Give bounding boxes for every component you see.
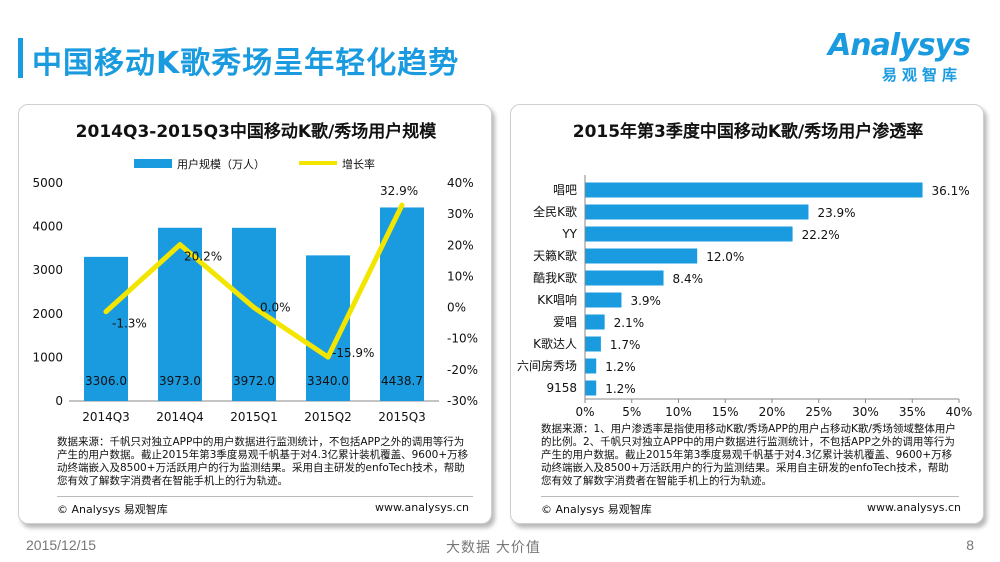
x-tick-label: 15%: [712, 405, 739, 419]
legend-swatch-bar: [134, 159, 172, 168]
website-url: www.analysys.cn: [375, 501, 469, 514]
x-tick-label: 2015Q1: [230, 410, 278, 424]
x-tick-label: 40%: [946, 405, 973, 419]
y2-tick-label: 10%: [447, 269, 474, 283]
category-label: YY: [561, 227, 577, 241]
penetration-bar: [585, 270, 664, 286]
growth-point: [325, 354, 331, 360]
y-tick-label: 0: [55, 394, 63, 408]
category-label: 全民K歌: [533, 204, 577, 219]
data-source-note: 数据来源：千帆只对独立APP中的用户数据进行监测统计，不包括APP之外的调用等行…: [57, 436, 469, 487]
y-tick-label: 3000: [32, 263, 63, 277]
x-tick-label: 2015Q2: [304, 410, 352, 424]
bar-value-label: 36.1%: [932, 184, 970, 198]
page-number: 8: [966, 537, 974, 553]
category-label: 酷我K歌: [533, 270, 577, 285]
penetration-bar: [585, 358, 597, 374]
penetration-bar: [585, 380, 597, 396]
y-tick-label: 4000: [32, 220, 63, 234]
y-tick-label: 2000: [32, 307, 63, 321]
category-label: K歌达人: [533, 336, 577, 351]
bar-value-label: 3973.0: [159, 374, 201, 388]
y2-tick-label: -10%: [447, 332, 478, 346]
bar-value-label: 22.2%: [802, 228, 840, 242]
growth-point: [177, 242, 183, 248]
bar-value-label: 23.9%: [817, 206, 855, 220]
x-tick-label: 35%: [899, 405, 926, 419]
category-label: 唱吧: [553, 183, 577, 197]
footer-date: 2015/12/15: [26, 537, 97, 553]
bar-value-label: 1.2%: [605, 360, 636, 374]
y2-tick-label: -30%: [447, 394, 478, 408]
y2-tick-label: 30%: [447, 207, 474, 221]
legend-label-line: 增长率: [342, 157, 375, 171]
growth-point: [103, 309, 109, 315]
growth-rate-label: 32.9%: [380, 184, 418, 198]
bar-user-scale: [84, 256, 128, 401]
bar-value-label: 3.9%: [630, 294, 661, 308]
website-url: www.analysys.cn: [867, 501, 961, 514]
category-label: 爱唱: [553, 315, 577, 329]
bar-value-label: 1.7%: [610, 338, 641, 352]
user-scale-panel: 2014Q3-2015Q3中国移动K歌/秀场用户规模用户规模（万人） 增长率 0 10…: [18, 104, 492, 524]
bar-value-label: 3306.0: [85, 374, 127, 388]
data-source-note: 数据来源：1、用户渗透率是指使用移动K歌/秀场APP的用户占移动K歌/秀场领域整…: [541, 423, 956, 487]
y2-tick-label: -20%: [447, 363, 478, 377]
growth-rate-label: 20.2%: [184, 250, 222, 264]
footer-slogan: 大数据 大价值: [446, 539, 541, 555]
bar-value-label: 3340.0: [307, 374, 349, 388]
y2-tick-label: 0%: [447, 301, 466, 315]
bar-value-label: 1.2%: [605, 382, 636, 396]
penetration-bar: [585, 336, 601, 352]
x-tick-label: 0%: [575, 405, 594, 419]
category-label: KK唱响: [537, 292, 577, 307]
separator: [57, 496, 473, 497]
x-tick-label: 10%: [665, 405, 692, 419]
x-tick-label: 2014Q4: [156, 410, 204, 424]
chart-title: 2015年第3季度中国移动K歌/秀场用户渗透率: [573, 121, 924, 142]
bar-value-label: 2.1%: [614, 316, 645, 330]
x-tick-label: 2015Q3: [378, 410, 426, 424]
bar-value-label: 12.0%: [706, 250, 744, 264]
y-tick-label: 5000: [32, 176, 63, 190]
category-label: 天籁K歌: [533, 248, 577, 263]
penetration-bar: [585, 226, 793, 242]
category-label: 9158: [546, 381, 577, 395]
y2-tick-label: 20%: [447, 238, 474, 252]
y2-tick-label: 40%: [447, 176, 474, 190]
x-tick-label: 5%: [622, 405, 641, 419]
growth-rate-label: 0.0%: [260, 301, 291, 315]
x-tick-label: 2014Q3: [82, 410, 130, 424]
legend-label-bar: 用户规模（万人）: [177, 157, 265, 171]
penetration-bar: [585, 204, 809, 220]
growth-point: [399, 202, 405, 208]
growth-rate-label: -1.3%: [112, 317, 147, 331]
logo-text: Analysys: [828, 28, 971, 63]
penetration-panel: 2015年第3季度中国移动K歌/秀场用户渗透率唱吧 36.1% 全民K歌 23.9% Y…: [510, 104, 984, 524]
bar-value-label: 8.4%: [673, 272, 704, 286]
x-tick-label: 20%: [759, 405, 786, 419]
x-tick-label: 25%: [805, 405, 832, 419]
x-tick-label: 30%: [852, 405, 879, 419]
penetration-bar: [585, 314, 605, 330]
y-tick-label: 1000: [32, 350, 63, 364]
chart-title: 2014Q3-2015Q3中国移动K歌/秀场用户规模: [76, 121, 438, 142]
copyright: © Analysys 易观智库: [541, 503, 652, 516]
page-title: 中国移动K歌秀场呈年轻化趋势: [32, 46, 460, 81]
analysys-logo: Analysys 易观智库: [810, 26, 971, 86]
bar-value-label: 4438.7: [381, 374, 423, 388]
title-accent-bar: [18, 38, 23, 78]
logo-subtitle: 易观智库: [881, 66, 962, 84]
penetration-bar: [585, 182, 923, 198]
growth-rate-label: -15.9%: [332, 346, 374, 360]
penetration-bar: [585, 248, 698, 264]
copyright: © Analysys 易观智库: [57, 503, 168, 516]
penetration-bar: [585, 292, 622, 308]
category-label: 六间房秀场: [517, 358, 577, 373]
separator: [541, 496, 959, 497]
bar-value-label: 3972.0: [233, 374, 275, 388]
growth-point: [251, 305, 257, 311]
